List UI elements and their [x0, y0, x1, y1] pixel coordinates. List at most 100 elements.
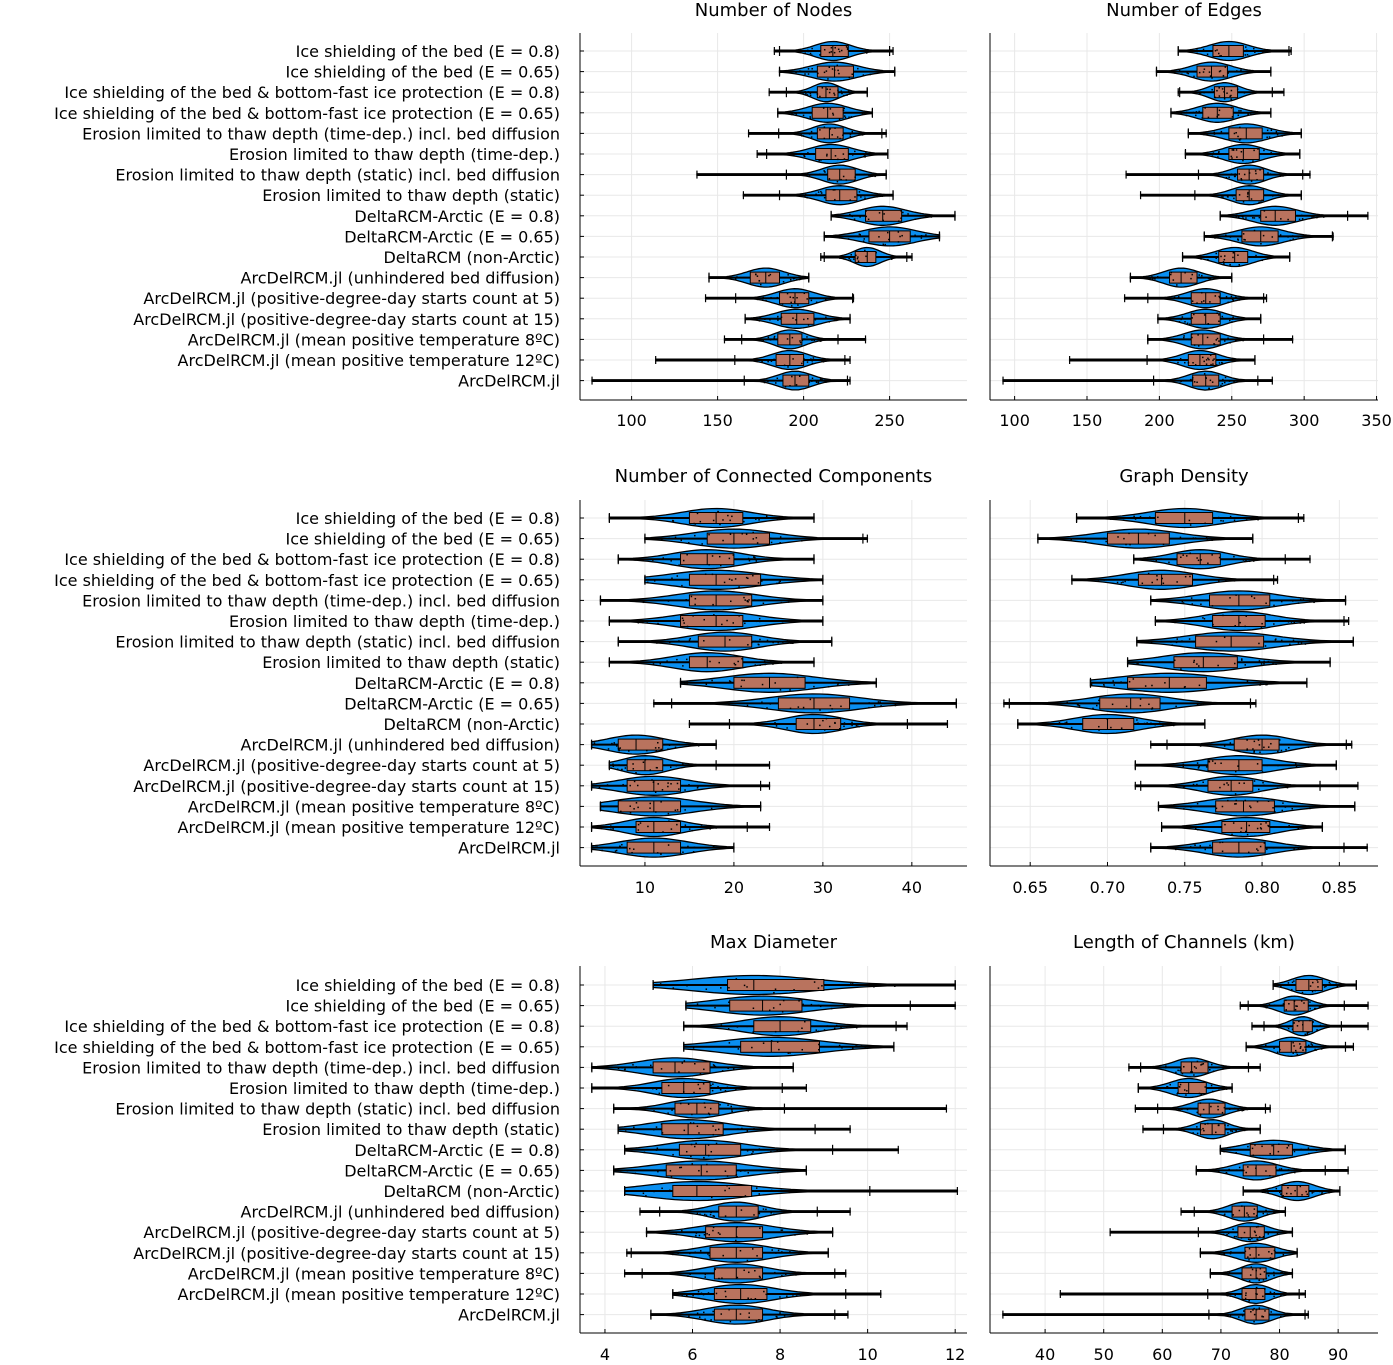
data-point [1211, 1063, 1213, 1066]
y-tick-label: DeltaRCM-Arctic (E = 0.8) [354, 674, 560, 693]
data-point [1264, 1310, 1266, 1312]
data-point [847, 684, 850, 686]
data-point [879, 701, 881, 703]
x-tick-label: 200 [788, 411, 819, 430]
y-tick-label: Erosion limited to thaw depth (time-dep.… [229, 1079, 560, 1098]
data-point [828, 91, 831, 94]
data-point [830, 46, 833, 49]
data-point [860, 1045, 863, 1048]
data-point [1213, 133, 1216, 135]
data-point [1147, 640, 1150, 643]
data-point [821, 985, 823, 987]
y-tick-label: Erosion limited to thaw depth (time-dep.… [82, 591, 560, 610]
data-point [1098, 699, 1100, 702]
data-point [1218, 1087, 1220, 1090]
data-point [1171, 765, 1173, 767]
data-point [751, 641, 753, 644]
data-point [1219, 786, 1221, 789]
data-point [845, 1025, 848, 1028]
data-point [849, 135, 852, 138]
data-point [773, 1213, 775, 1216]
data-point [744, 1195, 747, 1197]
data-point [797, 600, 800, 602]
data-point [846, 256, 848, 258]
data-point [1175, 318, 1178, 320]
data-point [693, 846, 696, 849]
data-point [811, 377, 814, 380]
data-point [1228, 297, 1230, 300]
data-point [823, 71, 826, 74]
data-point [1214, 49, 1217, 52]
data-point [1253, 217, 1256, 219]
data-point [640, 1108, 642, 1110]
data-point [1224, 1124, 1226, 1126]
data-point [1234, 1294, 1237, 1296]
data-point [1300, 1170, 1302, 1172]
data-point [729, 519, 731, 522]
data-point [1265, 1044, 1267, 1047]
data-point [624, 767, 627, 769]
data-point [736, 1236, 738, 1238]
data-point [717, 1128, 720, 1131]
data-point [795, 384, 798, 386]
data-point [1222, 1068, 1224, 1070]
data-point [1256, 1238, 1259, 1241]
data-point [1230, 1251, 1232, 1253]
data-point [842, 109, 845, 112]
data-point [819, 173, 821, 176]
data-point [1191, 376, 1194, 379]
data-point [1202, 703, 1205, 705]
data-point [720, 987, 722, 989]
data-point [1233, 1107, 1236, 1110]
data-point [1225, 234, 1227, 237]
data-point [1272, 807, 1274, 809]
data-point [1248, 70, 1251, 72]
data-point [1290, 621, 1293, 623]
data-point [709, 828, 711, 830]
data-point [1192, 783, 1195, 786]
data-point [770, 1040, 773, 1042]
data-point [873, 986, 875, 988]
data-point [1230, 89, 1233, 92]
data-point [770, 360, 773, 362]
data-point [1253, 229, 1256, 232]
data-point [856, 194, 858, 196]
data-point [811, 360, 813, 362]
data-point [869, 73, 872, 76]
data-point [1252, 1154, 1255, 1157]
y-tick-label: Ice shielding of the bed (E = 0.8) [296, 509, 560, 528]
x-tick-label: 10 [635, 878, 655, 897]
data-point [1186, 1108, 1189, 1111]
y-tick-label: Ice shielding of the bed & bottom-fast i… [54, 104, 560, 123]
data-point [1222, 520, 1224, 522]
data-point [1263, 662, 1265, 665]
data-point [856, 257, 859, 260]
data-point [794, 600, 796, 602]
data-point [1218, 295, 1220, 298]
data-point [624, 1130, 627, 1133]
data-point [1247, 113, 1249, 116]
data-point [1286, 1025, 1289, 1028]
data-point [833, 319, 836, 322]
x-tick-label: 0.65 [1012, 878, 1048, 897]
data-point [1186, 1090, 1188, 1092]
data-point [1225, 579, 1227, 582]
data-point [810, 1003, 813, 1006]
data-point [1198, 765, 1200, 768]
iqr-box [782, 374, 810, 387]
data-point [679, 1166, 681, 1169]
y-tick-label: DeltaRCM-Arctic (E = 0.8) [354, 207, 560, 226]
data-point [777, 319, 779, 321]
data-point [847, 90, 850, 93]
data-point [1189, 575, 1191, 578]
data-point [1117, 536, 1119, 538]
data-point [595, 846, 597, 848]
data-point [1270, 1311, 1272, 1313]
data-point [701, 543, 703, 545]
data-point [857, 67, 859, 70]
data-point [838, 50, 841, 53]
data-point [1240, 178, 1243, 180]
data-point [1173, 659, 1176, 662]
data-point [796, 676, 799, 679]
